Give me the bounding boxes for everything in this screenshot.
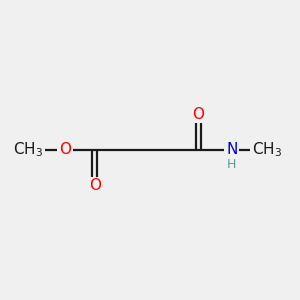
Text: O: O	[89, 178, 101, 194]
Text: O: O	[192, 106, 204, 122]
Text: H: H	[227, 158, 237, 171]
Text: CH$_3$: CH$_3$	[13, 141, 43, 159]
Text: CH$_3$: CH$_3$	[252, 141, 282, 159]
Text: N: N	[226, 142, 238, 158]
Text: O: O	[59, 142, 71, 158]
